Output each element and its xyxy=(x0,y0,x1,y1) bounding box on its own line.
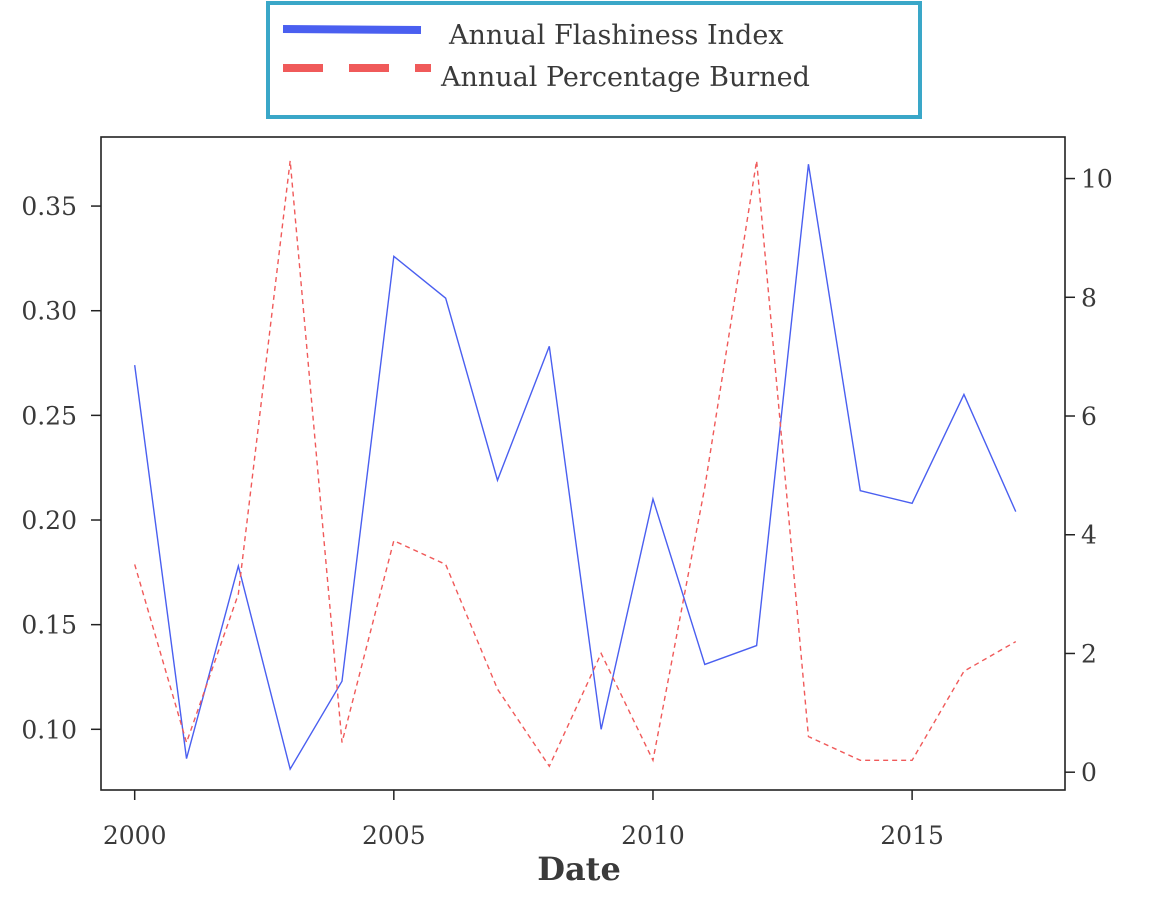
y-left-tick-label: 0.10 xyxy=(21,715,77,744)
y-axis-right: 0 2 4 6 8 10 xyxy=(1065,165,1113,787)
y-right-tick-label: 2 xyxy=(1081,639,1097,668)
data-point xyxy=(341,742,343,744)
data-point xyxy=(808,736,810,738)
x-tick-label: 2005 xyxy=(362,821,426,850)
data-point xyxy=(963,670,965,672)
data-point xyxy=(859,760,861,762)
y-left-tick-label: 0.15 xyxy=(21,611,77,640)
series-line-burned xyxy=(134,160,1017,768)
data-point xyxy=(1015,511,1017,513)
data-point xyxy=(445,564,447,566)
data-point xyxy=(134,364,136,366)
legend: Annual Flashiness Index Annual Percentag… xyxy=(266,1,922,119)
series-layer xyxy=(133,160,1017,771)
data-point xyxy=(652,760,654,762)
data-point xyxy=(549,765,551,767)
data-point xyxy=(704,486,706,488)
y-left-tick-label: 0.35 xyxy=(21,192,77,221)
data-point xyxy=(289,160,291,162)
data-point xyxy=(289,768,291,770)
data-point xyxy=(859,490,861,492)
x-axis-title: Date xyxy=(537,850,621,888)
data-point xyxy=(134,564,136,566)
y-right-tick-label: 4 xyxy=(1081,521,1097,550)
y-left-tick-label: 0.20 xyxy=(21,506,77,535)
data-point xyxy=(1015,641,1017,643)
data-point xyxy=(186,742,188,744)
y-left-tick-label: 0.30 xyxy=(21,297,77,326)
data-point xyxy=(911,502,913,504)
data-point xyxy=(393,540,395,542)
x-axis: 2000 2005 2010 2015 xyxy=(103,790,944,850)
data-point xyxy=(445,297,447,299)
y-left-tick-label: 0.25 xyxy=(21,401,77,430)
data-point xyxy=(600,653,602,655)
y-right-tick-label: 0 xyxy=(1081,758,1097,787)
plot-frame xyxy=(100,136,1066,791)
legend-label-burned: Annual Percentage Burned xyxy=(440,62,810,93)
data-point xyxy=(238,593,240,595)
data-point xyxy=(393,255,395,257)
data-point xyxy=(497,688,499,690)
data-point xyxy=(652,498,654,500)
y-right-tick-label: 6 xyxy=(1081,402,1097,431)
data-point xyxy=(704,664,706,666)
data-point xyxy=(963,394,965,396)
x-tick-label: 2000 xyxy=(103,821,167,850)
data-point xyxy=(756,160,758,162)
data-point xyxy=(186,758,188,760)
y-right-tick-label: 8 xyxy=(1081,283,1097,312)
data-point xyxy=(808,163,810,165)
data-point xyxy=(341,680,343,682)
legend-label-flashiness: Annual Flashiness Index xyxy=(448,20,784,51)
data-point xyxy=(238,565,240,567)
legend-swatch-flashiness xyxy=(282,25,422,34)
series-line-flashiness xyxy=(133,164,1017,771)
data-point xyxy=(911,760,913,762)
data-point xyxy=(756,645,758,647)
y-axis-left: 0.10 0.15 0.20 0.25 0.30 0.35 xyxy=(21,192,101,744)
legend-box xyxy=(266,1,922,119)
data-point xyxy=(549,345,551,347)
x-tick-label: 2015 xyxy=(880,821,944,850)
x-tick-label: 2010 xyxy=(621,821,685,850)
y-right-tick-label: 10 xyxy=(1081,165,1113,194)
data-point xyxy=(600,729,602,731)
data-point xyxy=(497,479,499,481)
